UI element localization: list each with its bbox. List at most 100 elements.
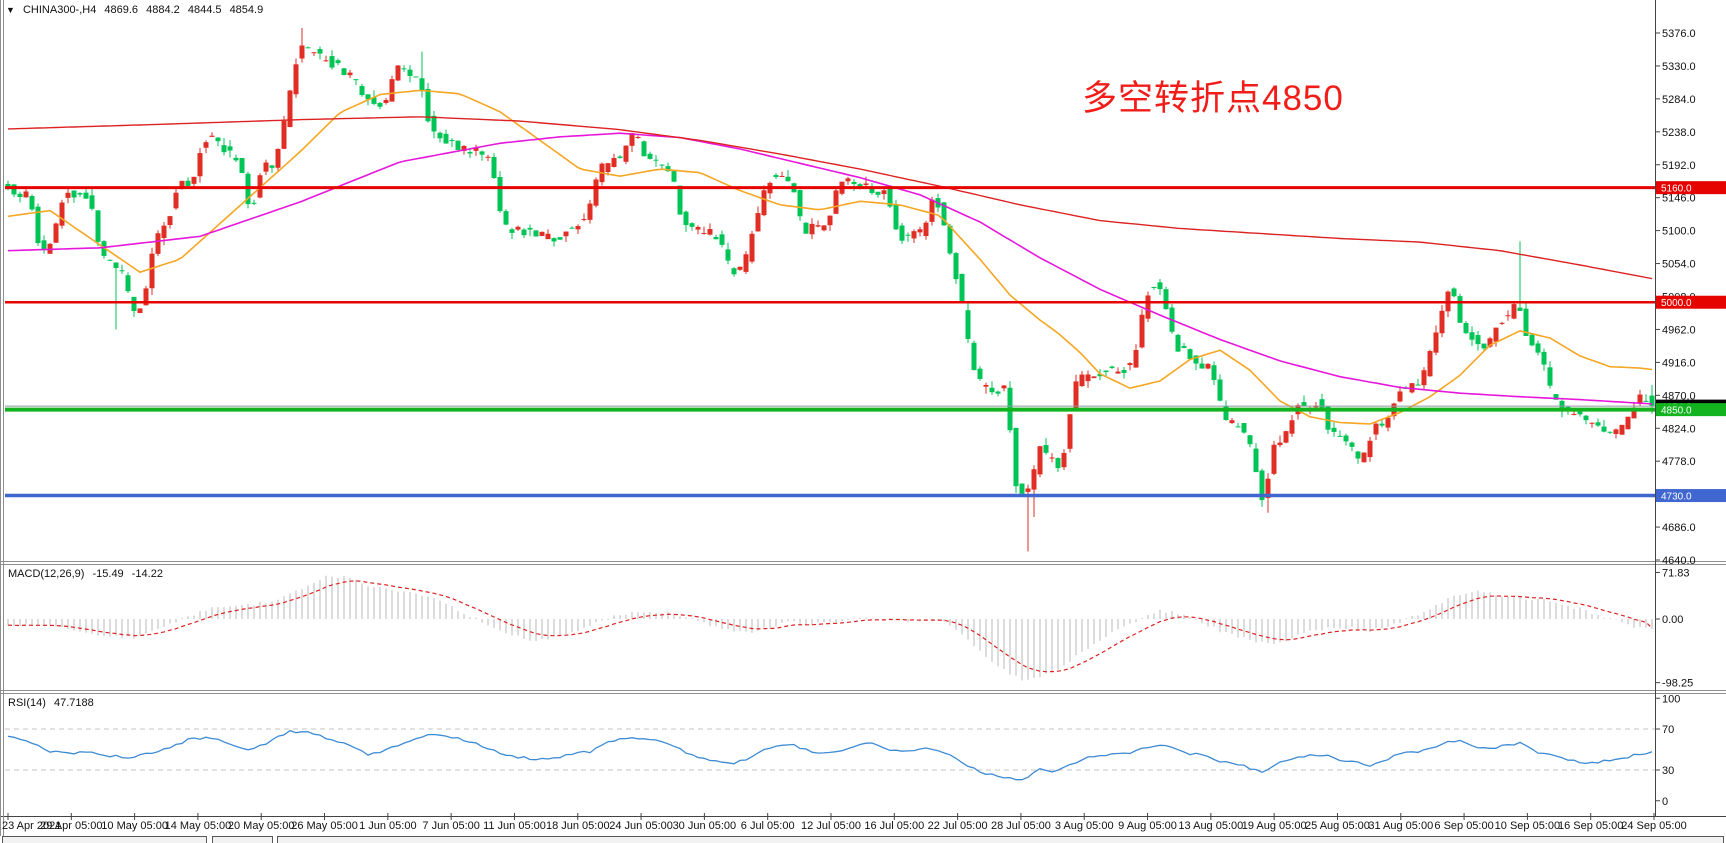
candle	[797, 189, 803, 221]
candle	[593, 177, 599, 208]
candle	[743, 251, 749, 275]
collapse-arrow-icon[interactable]: ▼	[6, 5, 15, 15]
candle	[1331, 422, 1337, 437]
price-tick-label: 4640.0	[1662, 555, 1696, 567]
macd-axis[interactable]: 71.83 0.00 -98.25	[1655, 567, 1693, 690]
candle	[1133, 344, 1139, 368]
candle	[119, 264, 125, 274]
price-tick-label: 4916.0	[1662, 357, 1696, 369]
rsi-panel[interactable]	[5, 728, 1655, 781]
candle	[551, 237, 557, 247]
ma-mid-line	[7, 132, 1653, 405]
candle	[1061, 449, 1067, 470]
candle	[1019, 483, 1025, 495]
candle	[1643, 394, 1649, 402]
bottom-tab[interactable]	[277, 836, 1724, 843]
candle	[383, 97, 389, 105]
candle	[1181, 342, 1187, 349]
candle	[185, 177, 191, 187]
candle	[647, 151, 653, 160]
main-plot[interactable]	[5, 27, 1655, 552]
candle	[1151, 286, 1157, 290]
candle	[1439, 305, 1445, 338]
symbol-header[interactable]: ▼ CHINA300-,H4 4869.6 4884.2 4844.5 4854…	[6, 4, 268, 16]
candle	[689, 222, 695, 231]
candle	[233, 154, 239, 162]
bottom-tab[interactable]	[2, 836, 207, 843]
candle	[545, 229, 551, 240]
candle	[575, 224, 581, 234]
candle	[917, 226, 923, 237]
candle	[1265, 473, 1271, 513]
rsi-axis[interactable]: 100 70 30 0	[1655, 693, 1680, 808]
candle	[1289, 414, 1295, 437]
candle	[389, 75, 395, 102]
ma-slow-line	[7, 116, 1653, 280]
candle	[239, 157, 245, 174]
candle	[929, 196, 935, 226]
candle	[197, 147, 203, 183]
time-tick-label: 11 Jun 05:00	[483, 820, 546, 832]
candle	[215, 137, 221, 147]
candle	[1505, 310, 1511, 321]
time-tick-label: 7 Jun 05:00	[422, 820, 480, 832]
candle	[311, 52, 317, 57]
time-tick-label: 1 Jun 05:00	[359, 820, 417, 832]
candle	[1373, 421, 1379, 441]
candle	[323, 55, 329, 62]
candle	[767, 181, 773, 199]
time-tick-label: 26 May 05:00	[291, 820, 358, 832]
candle	[1145, 291, 1151, 322]
candle	[113, 262, 119, 330]
candle	[653, 155, 659, 167]
candle	[1535, 340, 1541, 356]
candle	[1007, 381, 1013, 433]
candle	[1493, 327, 1499, 347]
candle	[911, 229, 917, 243]
candle	[1229, 418, 1235, 424]
rsi-tick-label: 30	[1662, 765, 1674, 777]
candle	[1211, 361, 1217, 386]
candle	[275, 148, 281, 172]
time-tick-label: 30 Jun 05:00	[673, 820, 737, 832]
candle	[1397, 386, 1403, 403]
time-tick-label: 14 May 05:00	[165, 820, 232, 832]
candle	[1367, 437, 1373, 462]
candle	[95, 210, 101, 247]
candle	[539, 231, 545, 237]
candle	[1277, 435, 1283, 448]
candle	[965, 303, 971, 343]
candle	[1301, 395, 1307, 407]
candle	[587, 199, 593, 224]
candle	[527, 224, 533, 237]
candle	[497, 171, 503, 213]
candle	[47, 243, 53, 254]
level-badge	[1656, 489, 1726, 503]
candle	[1259, 468, 1265, 507]
candle	[305, 46, 311, 49]
time-tick-label: 19 Aug 05:00	[1242, 820, 1307, 832]
candle	[59, 199, 65, 229]
time-tick-label: 3 Aug 05:00	[1055, 820, 1114, 832]
candle	[851, 179, 857, 191]
candle	[455, 140, 461, 151]
candle	[1349, 441, 1355, 452]
time-tick-label: 10 Sep 05:00	[1495, 820, 1560, 832]
macd-tick-label: 71.83	[1662, 567, 1690, 579]
candle	[779, 171, 785, 177]
macd-panel[interactable]	[7, 575, 1653, 681]
bottom-tab[interactable]	[212, 836, 273, 843]
candle	[773, 173, 779, 180]
candle	[167, 215, 173, 229]
candle	[1247, 434, 1253, 448]
candle	[677, 185, 683, 215]
rsi-tick-label: 100	[1662, 693, 1680, 705]
rsi-line	[7, 729, 1653, 781]
candle	[437, 131, 443, 143]
time-tick-label: 23 Apr 2021	[2, 820, 61, 832]
time-tick-label: 20 May 05:00	[228, 820, 295, 832]
rsi-indicator-label: RSI(14) 47.7188	[8, 697, 99, 709]
